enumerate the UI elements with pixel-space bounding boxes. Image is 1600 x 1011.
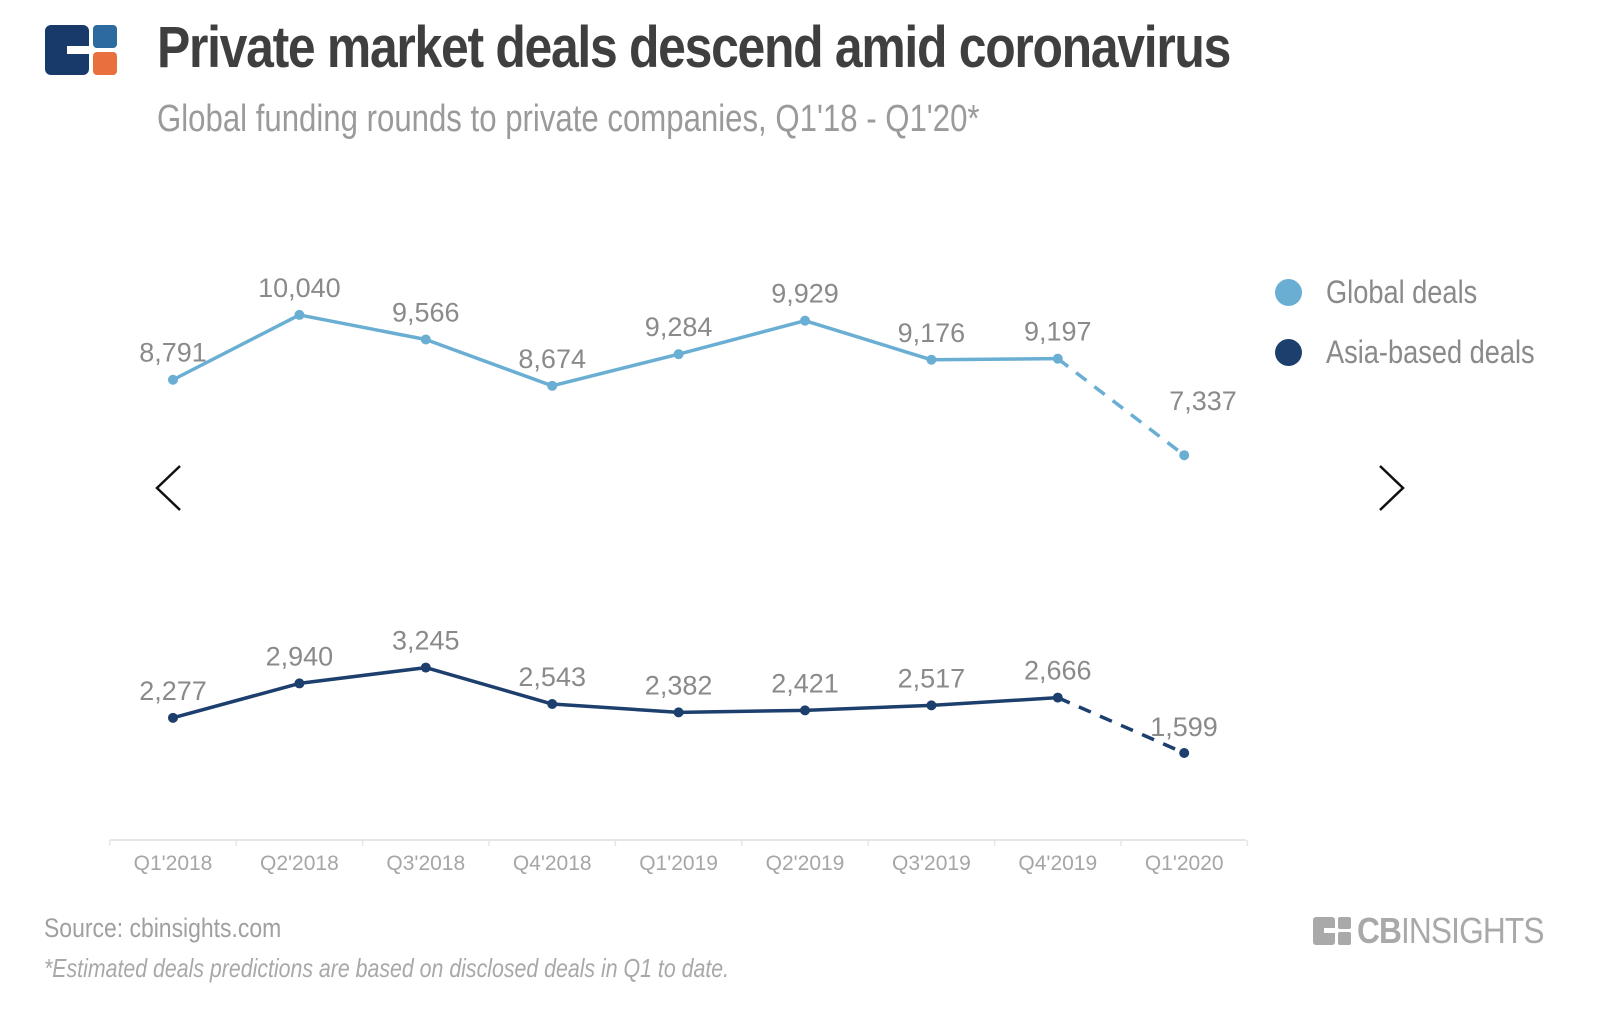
data-point-asia [547,699,558,710]
data-label: 9,566 [392,298,460,328]
data-point-asia [420,662,431,673]
data-label: 2,543 [518,662,586,692]
data-point-asia [168,712,178,723]
legend-label-global: Global deals [1326,273,1478,310]
chevron-right-icon [1379,465,1405,511]
brand-bold: CB [1357,910,1402,951]
data-label: 9,284 [645,312,713,342]
data-label: 1,599 [1150,712,1218,742]
data-point-asia [1052,692,1063,703]
data-label: 7,337 [1169,386,1237,416]
series-line-asia [172,665,1058,720]
x-tick-label: Q1'2019 [639,852,718,875]
data-point-global [1052,353,1063,364]
chevron-left-icon [155,465,181,511]
data-label: 2,666 [1024,656,1092,686]
chart-legend: Global deals Asia-based deals [1275,262,1571,382]
data-label: 2,382 [645,670,713,700]
data-point-asia [800,705,810,716]
brand-wordmark: CBINSIGHTS [1357,910,1544,952]
data-point-global [673,349,684,360]
x-tick-label: Q4'2019 [1018,852,1097,875]
data-point-asia [673,707,684,718]
legend-marker-global [1275,278,1302,306]
source-note: Source: cbinsights.com [44,913,282,943]
x-tick-label: Q1'2018 [134,852,213,875]
series-line-global [172,313,1058,388]
previous-slide-button[interactable] [150,458,190,518]
data-point-global [547,380,558,391]
data-label: 2,517 [898,663,966,693]
legend-label-asia: Asia-based deals [1326,333,1535,370]
cb-insights-logo-icon [45,25,117,75]
data-label: 3,245 [392,626,460,656]
legend-item-asia: Asia-based deals [1275,322,1571,382]
x-tick-label: Q2'2019 [766,852,845,875]
legend-marker-asia [1275,338,1302,366]
cb-insights-brand: CBINSIGHTS [1313,910,1569,952]
x-tick-label: Q3'2019 [892,852,971,875]
data-label: 9,176 [898,318,966,348]
data-label: 8,674 [518,344,586,374]
data-point-global [294,309,305,320]
brand-light: INSIGHTS [1401,910,1544,951]
data-label: 8,791 [139,338,207,368]
logo-orange-block [93,52,117,75]
data-point-asia [294,678,305,689]
data-point-global [168,374,178,385]
logo-blue-block [93,25,117,48]
data-label: 2,277 [139,676,207,706]
chart-title: Private market deals descend amid corona… [157,15,1231,80]
logo-notch [67,46,89,54]
line-chart: Q1'2018 Q2'2018 Q3'2018 Q4'2018 Q1'2019 Q2'20… [109,273,1249,875]
data-label: 2,421 [771,668,839,698]
data-point-global [800,315,810,326]
data-label: 9,929 [771,279,839,309]
x-tick-label: Q3'2018 [386,852,465,875]
series-estimate-dashed-global [1056,357,1186,457]
legend-item-global: Global deals [1275,262,1571,322]
x-tick-label: Q1'2020 [1145,852,1224,875]
data-point-global [420,334,431,345]
next-slide-button[interactable] [1372,458,1412,518]
data-label: 9,197 [1024,317,1092,347]
data-label: 10,040 [258,273,341,303]
data-point-asia [1179,748,1190,759]
x-tick-label: Q2'2018 [260,852,339,875]
data-label: 2,940 [266,641,334,671]
cb-insights-brand-icon [1313,917,1351,945]
data-point-global [926,354,937,365]
data-point-asia [926,700,937,711]
footnote: *Estimated deals predictions are based o… [44,953,730,983]
data-point-global [1179,450,1190,461]
x-tick-label: Q4'2018 [513,852,592,875]
chart-subtitle: Global funding rounds to private compani… [157,98,980,140]
